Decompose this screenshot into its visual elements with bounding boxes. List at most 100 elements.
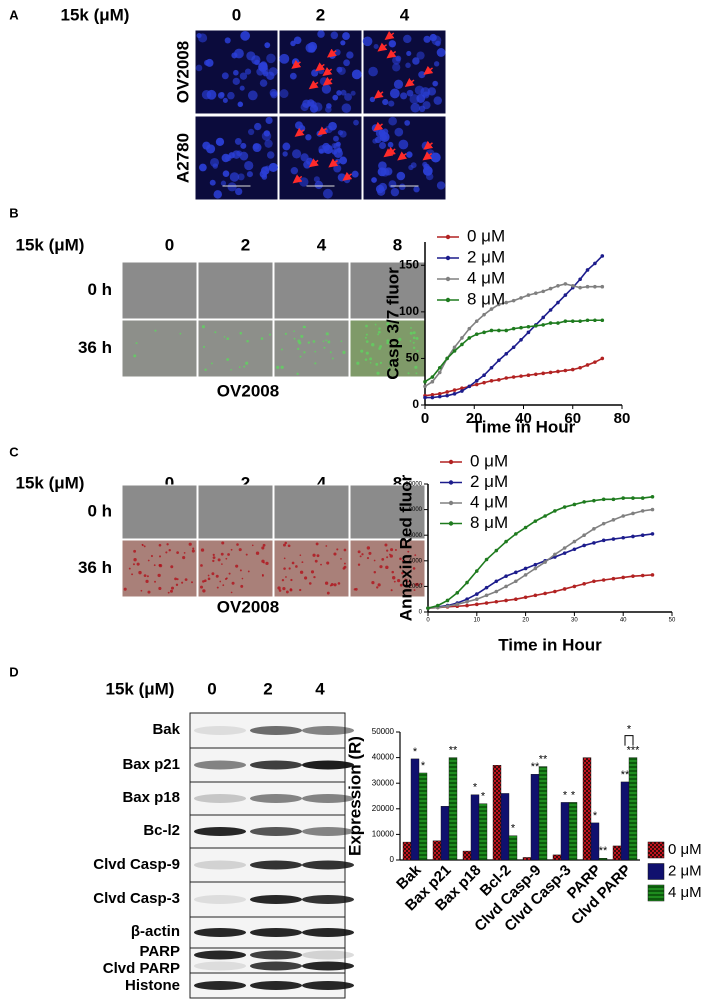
panel-label: C — [9, 444, 19, 459]
data-point — [541, 323, 545, 327]
band — [302, 961, 354, 971]
legend-label: 0 μM — [470, 451, 508, 470]
cell-signal — [343, 565, 347, 569]
nucleus — [433, 96, 442, 105]
data-point — [562, 505, 567, 509]
nucleus — [291, 149, 302, 159]
cell-signal — [268, 333, 272, 336]
band — [250, 827, 302, 836]
legend-marker — [445, 234, 451, 240]
data-point — [526, 324, 531, 329]
data-point — [543, 560, 547, 564]
nucleus — [227, 91, 235, 100]
data-point — [455, 591, 460, 595]
band — [250, 794, 302, 803]
nucleus — [318, 148, 324, 154]
data-point — [475, 592, 479, 596]
data-point — [445, 598, 450, 603]
data-point — [611, 497, 616, 502]
cell-signal — [322, 340, 325, 343]
nucleus — [333, 142, 341, 151]
arrow — [322, 76, 333, 86]
data-point — [519, 325, 523, 330]
nucleus — [268, 67, 278, 76]
cell-signal — [410, 327, 412, 329]
data-point — [600, 318, 605, 323]
x-tick-label: 40 — [620, 618, 627, 624]
data-point — [621, 514, 625, 518]
cell-signal — [251, 544, 254, 547]
cell-signal — [285, 590, 289, 594]
y-tick-label: 10000 — [405, 482, 422, 488]
cell-signal — [407, 580, 410, 583]
arrow — [317, 126, 328, 136]
cell-signal — [325, 332, 329, 336]
nucleus — [382, 98, 389, 106]
nucleus — [244, 68, 252, 75]
data-point — [437, 370, 442, 375]
nucleus — [420, 87, 431, 97]
x-axis-label: Time in Hour — [498, 635, 602, 654]
cell-signal — [343, 548, 347, 552]
cell-signal — [260, 337, 264, 340]
blot-label: Clvd Casp-9 — [93, 856, 180, 873]
data-point — [600, 356, 605, 361]
data-point — [523, 595, 528, 600]
nucleus — [204, 59, 210, 66]
data-point — [526, 293, 531, 297]
cell-signal — [323, 346, 326, 349]
y-tick-label: 0 — [390, 855, 395, 864]
band — [194, 760, 246, 770]
data-point — [511, 326, 516, 331]
cell-signal — [290, 578, 293, 582]
band — [250, 961, 302, 971]
nucleus — [333, 135, 339, 142]
data-point — [640, 496, 645, 500]
cell-signal — [179, 332, 182, 335]
cell-signal — [262, 543, 266, 547]
data-point — [514, 597, 518, 601]
nucleus — [353, 119, 359, 126]
nucleus — [418, 105, 426, 113]
band — [302, 928, 354, 937]
nucleus — [416, 94, 426, 103]
nucleus — [269, 88, 278, 97]
significance: * — [593, 810, 598, 822]
y-tick-label: 150 — [399, 257, 419, 271]
dose: 2 — [241, 473, 250, 492]
nucleus — [300, 103, 309, 112]
data-point — [445, 390, 449, 394]
data-point — [504, 328, 509, 333]
cell-signal — [360, 349, 364, 353]
y-axis-label: Annexin Red fluor — [396, 474, 415, 621]
data-point — [475, 602, 479, 607]
cell-signal — [407, 550, 410, 553]
data-point — [511, 298, 516, 303]
data-point — [519, 374, 523, 378]
cell-signal — [340, 340, 343, 343]
cell-signal — [356, 361, 360, 365]
cell-signal — [377, 330, 381, 334]
cell-signal — [385, 565, 389, 570]
cell-signal — [299, 588, 302, 592]
dose: 4 — [400, 5, 410, 24]
bar — [522, 857, 532, 861]
nucleus — [224, 37, 231, 44]
legend-marker — [448, 480, 454, 485]
nucleus — [254, 59, 260, 66]
cell-signal — [245, 361, 249, 365]
cell-signal — [404, 578, 407, 581]
cell-signal — [316, 554, 320, 558]
nucleus — [256, 67, 265, 76]
cell-signal — [169, 589, 173, 593]
nucleus — [195, 64, 203, 72]
nucleus — [340, 40, 346, 46]
y-tick-label: 20000 — [372, 804, 395, 813]
data-point — [460, 342, 464, 347]
data-point — [504, 351, 509, 356]
bar — [492, 765, 502, 861]
cell-signal — [297, 347, 300, 351]
cell-signal — [170, 565, 174, 569]
data-point — [475, 597, 479, 601]
bar — [462, 850, 472, 861]
